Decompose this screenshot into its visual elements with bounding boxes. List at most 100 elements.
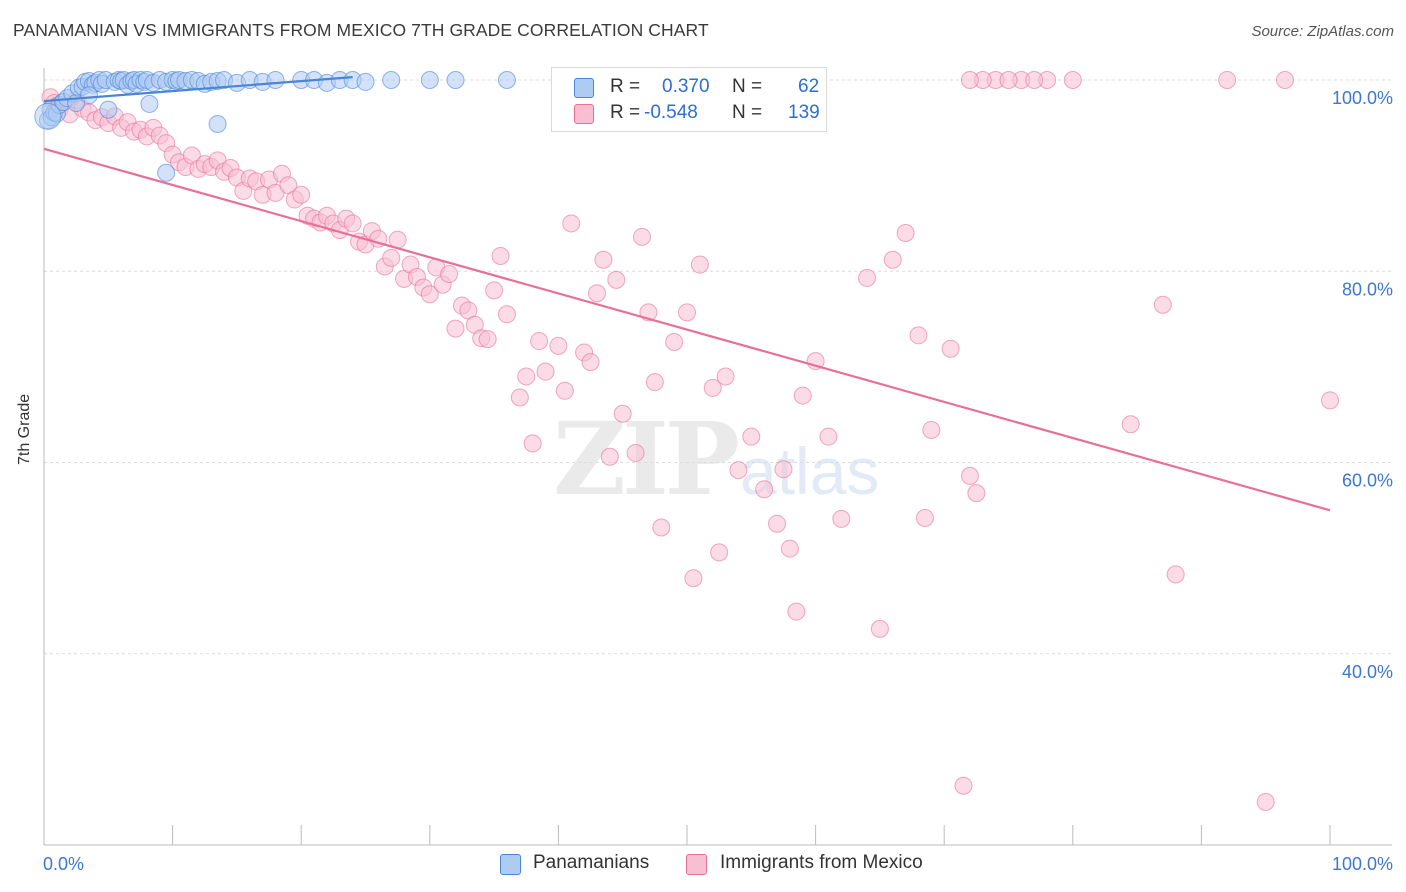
point-panamanian (382, 71, 401, 89)
y-tick-label: 100.0% (1332, 88, 1393, 108)
point-mexico (491, 246, 510, 265)
point-panamanian (34, 102, 62, 130)
point-mexico (549, 336, 568, 355)
point-mexico (645, 373, 664, 392)
watermark-zip: ZIP (553, 400, 740, 518)
point-mexico (517, 367, 536, 386)
point-mexico (768, 514, 787, 533)
point-panamanian (99, 100, 118, 119)
point-mexico (632, 227, 651, 246)
point-panamanian (208, 114, 227, 133)
y-tick-label: 40.0% (1342, 662, 1393, 682)
legend-r-value: -0.548 (644, 102, 698, 123)
point-mexico (870, 619, 889, 638)
point-mexico (832, 509, 851, 528)
point-mexico (665, 333, 684, 352)
point-panamanian (497, 71, 516, 89)
point-mexico (954, 776, 973, 795)
trend-line-mexico (43, 147, 1331, 512)
point-mexico (915, 508, 934, 527)
point-mexico (536, 362, 555, 381)
point-mexico (652, 518, 671, 537)
point-mexico (941, 339, 960, 358)
legend-r-label: R = (610, 102, 641, 123)
point-mexico (626, 443, 645, 462)
point-panamanian (420, 71, 439, 89)
bottom-legend-label: Immigrants from Mexico (720, 852, 923, 873)
trend-line-panamanians (43, 76, 353, 103)
point-mexico (497, 305, 516, 324)
point-mexico (292, 185, 311, 204)
point-mexico (1121, 415, 1140, 434)
point-panamanian (266, 71, 285, 89)
x-tick-label: 100.0% (1332, 854, 1393, 874)
point-mexico (1166, 565, 1185, 584)
point-mexico (896, 224, 915, 242)
point-mexico (703, 378, 722, 397)
point-mexico (960, 466, 979, 485)
point-mexico (1256, 792, 1275, 811)
legend-r-value: 0.370 (662, 76, 710, 97)
point-mexico (420, 285, 439, 304)
point-mexico (729, 461, 748, 480)
point-mexico (523, 434, 542, 453)
point-mexico (909, 326, 928, 345)
point-mexico (710, 543, 729, 562)
point-mexico (678, 303, 696, 322)
point-mexico (594, 250, 613, 269)
point-mexico (716, 367, 735, 386)
correlation-legend: R = 0.370 N = 62 R = -0.548 N = 139 (551, 67, 827, 132)
point-panamanian (140, 94, 159, 113)
point-mexico (819, 427, 838, 446)
watermark: ZIPatlas (553, 400, 879, 518)
point-panamanian (80, 86, 99, 105)
point-mexico (1025, 71, 1044, 89)
point-mexico (530, 332, 549, 351)
point-mexico (607, 270, 626, 289)
point-mexico (1321, 391, 1339, 410)
point-mexico (690, 255, 709, 274)
x-tick-label: 0.0% (43, 854, 84, 874)
point-mexico (510, 388, 529, 407)
point-mexico (562, 214, 581, 233)
bottom-legend-swatch-mexico (686, 854, 707, 875)
point-mexico (555, 381, 574, 400)
point-mexico (787, 602, 806, 621)
point-mexico (600, 447, 619, 466)
point-mexico (1153, 295, 1172, 314)
chart-title: PANAMANIAN VS IMMIGRANTS FROM MEXICO 7TH… (13, 20, 709, 40)
point-mexico (613, 404, 632, 423)
point-panamanian (446, 71, 465, 89)
point-mexico (742, 427, 761, 446)
point-panamanian (157, 163, 176, 182)
point-mexico (999, 71, 1018, 89)
point-mexico (446, 319, 465, 338)
point-mexico (440, 265, 459, 284)
source-credit: Source: ZipAtlas.com (1251, 23, 1394, 40)
point-mexico (343, 214, 362, 233)
y-tick-label: 80.0% (1342, 279, 1393, 299)
point-mexico (478, 330, 497, 349)
point-mexico (793, 386, 812, 405)
point-mexico (684, 569, 703, 588)
point-mexico (485, 281, 504, 300)
point-mexico (581, 353, 600, 372)
point-mexico (1275, 71, 1294, 89)
point-mexico (382, 248, 401, 267)
point-panamanian (356, 72, 375, 91)
y-tick-label: 60.0% (1342, 471, 1393, 491)
legend-r-label: R = (610, 76, 641, 97)
legend-n-value: 139 (788, 102, 820, 123)
point-mexico (587, 284, 606, 303)
bottom-legend-label: Panamanians (533, 852, 650, 873)
legend-n-label: N = (732, 76, 763, 97)
bottom-legend-swatch-panamanians (500, 854, 521, 875)
point-mexico (967, 484, 986, 503)
legend-n-value: 62 (798, 76, 820, 97)
point-mexico (755, 480, 774, 499)
point-mexico (1063, 71, 1082, 89)
point-mexico (960, 71, 979, 89)
point-mexico (858, 268, 877, 287)
point-mexico (780, 539, 799, 558)
